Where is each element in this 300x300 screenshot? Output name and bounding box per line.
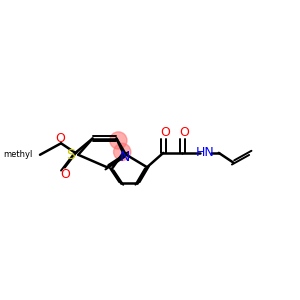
Text: S: S: [66, 148, 75, 162]
Text: O: O: [55, 132, 65, 145]
Text: N: N: [120, 150, 130, 164]
Text: O: O: [160, 126, 170, 139]
Text: methyl: methyl: [3, 150, 32, 159]
Circle shape: [110, 132, 127, 149]
Text: HN: HN: [196, 146, 215, 159]
Text: O: O: [60, 168, 70, 182]
Text: O: O: [179, 126, 189, 139]
Circle shape: [114, 143, 131, 161]
